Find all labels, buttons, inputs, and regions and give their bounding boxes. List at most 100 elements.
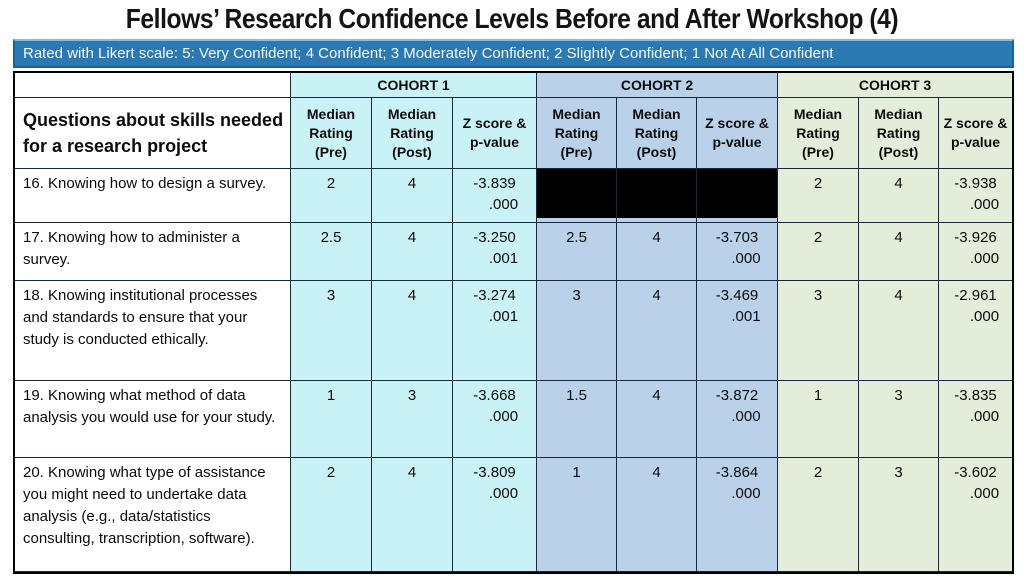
cohort-3-header: COHORT 3: [778, 73, 1012, 98]
z-value: -3.872: [715, 387, 759, 404]
cell-c2-zscore: -3.864 .000: [697, 458, 778, 572]
p-value: .000: [488, 408, 519, 425]
cell-c1-post: 3: [372, 381, 453, 458]
cell-c1-post: 4: [372, 458, 453, 572]
cell-c2-post: [617, 169, 697, 223]
cohort-1-header: COHORT 1: [291, 73, 537, 98]
cell-c3-post: 3: [859, 381, 939, 458]
confidence-table: COHORT 1 COHORT 2 COHORT 3 Questions abo…: [13, 71, 1014, 574]
cell-c3-zscore: -3.602 .000: [939, 458, 1012, 572]
cohort-2-header: COHORT 2: [537, 73, 778, 98]
cell-c2-zscore: -3.872 .000: [697, 381, 778, 458]
redaction-box: [697, 169, 777, 218]
question-cell: 17. Knowing how to administer a survey.: [15, 223, 291, 281]
cell-c2-post: 4: [617, 281, 697, 381]
z-value: -3.835: [954, 387, 997, 404]
p-value: .000: [969, 196, 1000, 213]
z-value: -3.809: [473, 464, 516, 481]
cell-c3-zscore: -2.961 .000: [939, 281, 1012, 381]
page-title: Fellows’ Research Confidence Levels Befo…: [125, 3, 899, 34]
cell-c1-pre: 3: [291, 281, 372, 381]
cell-c3-pre: 2: [778, 223, 859, 281]
p-value: .000: [969, 250, 1000, 267]
cell-c3-zscore: -3.926 .000: [939, 223, 1012, 281]
likert-scale-text: Rated with Likert scale: 5: Very Confide…: [23, 45, 834, 62]
p-value: .000: [969, 308, 1000, 325]
cell-c3-zscore: -3.938 .000: [939, 169, 1012, 223]
p-value: .001: [731, 308, 761, 325]
p-value: .000: [488, 196, 519, 213]
cell-c2-zscore: [697, 169, 778, 223]
p-value: .000: [969, 485, 1000, 502]
cell-c2-pre: 3: [537, 281, 617, 381]
cell-c2-pre: 1: [537, 458, 617, 572]
col-header-c3-median-pre: Median Rating (Pre): [778, 98, 859, 169]
z-value: -3.250: [473, 229, 516, 246]
cell-c3-post: 3: [859, 458, 939, 572]
z-value: -3.703: [715, 229, 759, 246]
cell-c2-post: 4: [617, 381, 697, 458]
cell-c2-pre: 1.5: [537, 381, 617, 458]
p-value: .001: [488, 250, 519, 267]
question-cell: 19. Knowing what method of data analysis…: [15, 381, 291, 458]
cell-c1-post: 4: [372, 281, 453, 381]
question-cell: 20. Knowing what type of assistance you …: [15, 458, 291, 572]
z-value: -3.864: [715, 464, 759, 481]
cell-c1-zscore: -3.668 .000: [453, 381, 537, 458]
col-header-c1-zscore: Z score & p-value: [453, 98, 537, 169]
cell-c3-zscore: -3.835 .000: [939, 381, 1012, 458]
z-value: -3.602: [954, 464, 997, 481]
col-header-c2-median-pre: Median Rating (Pre): [537, 98, 617, 169]
cell-c2-post: 4: [617, 458, 697, 572]
col-header-c3-zscore: Z score & p-value: [939, 98, 1012, 169]
col-header-c2-zscore: Z score & p-value: [697, 98, 778, 169]
z-value: -3.668: [473, 387, 516, 404]
col-header-c2-median-post: Median Rating (Post): [617, 98, 697, 169]
cell-c1-pre: 2.5: [291, 223, 372, 281]
p-value: .000: [731, 250, 761, 267]
corner-cell: [15, 73, 291, 98]
question-column-header: Questions about skills needed for a rese…: [15, 98, 291, 169]
col-header-c1-median-post: Median Rating (Post): [372, 98, 453, 169]
question-cell: 16. Knowing how to design a survey.: [15, 169, 291, 223]
cell-c1-pre: 2: [291, 458, 372, 572]
likert-scale-banner: Rated with Likert scale: 5: Very Confide…: [13, 39, 1014, 68]
cell-c3-post: 4: [859, 169, 939, 223]
cell-c3-pre: 2: [778, 458, 859, 572]
cell-c1-zscore: -3.274 .001: [453, 281, 537, 381]
cell-c2-pre: [537, 169, 617, 223]
z-value: -3.469: [715, 287, 759, 304]
cell-c3-post: 4: [859, 223, 939, 281]
z-value: -3.274: [473, 287, 516, 304]
p-value: .000: [731, 485, 761, 502]
cell-c2-zscore: -3.703 .000: [697, 223, 778, 281]
p-value: .000: [969, 408, 1000, 425]
cell-c3-pre: 2: [778, 169, 859, 223]
p-value: .000: [731, 408, 761, 425]
redaction-box: [537, 169, 616, 218]
question-cell: 18. Knowing institutional processes and …: [15, 281, 291, 381]
col-header-c3-median-post: Median Rating (Post): [859, 98, 939, 169]
z-value: -2.961: [954, 287, 997, 304]
cell-c1-post: 4: [372, 223, 453, 281]
cell-c2-post: 4: [617, 223, 697, 281]
cell-c2-pre: 2.5: [537, 223, 617, 281]
cell-c1-pre: 2: [291, 169, 372, 223]
cell-c1-pre: 1: [291, 381, 372, 458]
cell-c1-zscore: -3.809 .000: [453, 458, 537, 572]
cell-c3-pre: 3: [778, 281, 859, 381]
z-value: -3.938: [954, 175, 997, 192]
cell-c3-post: 4: [859, 281, 939, 381]
z-value: -3.926: [954, 229, 997, 246]
z-value: -3.839: [473, 175, 516, 192]
cell-c1-post: 4: [372, 169, 453, 223]
cell-c2-zscore: -3.469 .001: [697, 281, 778, 381]
cell-c1-zscore: -3.250 .001: [453, 223, 537, 281]
cell-c1-zscore: -3.839 .000: [453, 169, 537, 223]
p-value: .000: [488, 485, 519, 502]
p-value: .001: [488, 308, 519, 325]
col-header-c1-median-pre: Median Rating (Pre): [291, 98, 372, 169]
cell-c3-pre: 1: [778, 381, 859, 458]
redaction-box: [617, 169, 696, 218]
